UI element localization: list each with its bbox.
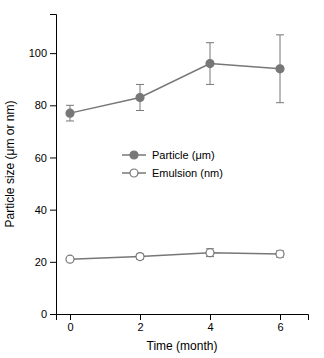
y-tick-mark <box>50 53 56 54</box>
x-tick: 2 <box>137 314 143 333</box>
y-tick: 20 <box>35 256 56 268</box>
x-tick-mark <box>140 314 141 320</box>
series-line <box>70 253 280 260</box>
y-tick: 0 <box>41 308 56 320</box>
plot: 0246020406080100 <box>29 15 309 333</box>
error-bar <box>206 43 214 85</box>
series <box>66 35 284 121</box>
error-bar <box>206 249 214 257</box>
legend-label: Particle (μm) <box>152 149 215 161</box>
error-bar <box>136 84 144 110</box>
y-tick: 40 <box>35 204 56 216</box>
legend-swatch-marker <box>130 169 138 177</box>
x-tick-mark <box>70 314 71 320</box>
point <box>136 253 144 261</box>
marks <box>66 35 284 263</box>
y-tick-label: 80 <box>35 99 47 111</box>
y-tick-label: 60 <box>35 151 47 163</box>
point <box>276 250 284 258</box>
legend-item: Emulsion (nm) <box>122 167 223 179</box>
x-tick-mark <box>280 314 281 320</box>
x-tick: 4 <box>207 314 213 333</box>
error-bar <box>276 35 284 103</box>
y-axis-title: Particle size (μm or nm) <box>3 101 17 228</box>
y-tick-label: 20 <box>35 256 47 268</box>
point <box>276 65 284 73</box>
y-axis: 0 20 40 60 80 100 <box>29 15 57 321</box>
x-tick-label: 2 <box>137 321 143 333</box>
y-tick: 60 <box>35 151 56 163</box>
y-tick-mark <box>50 314 56 315</box>
y-axis-line <box>50 15 57 315</box>
x-tick-label: 6 <box>277 321 283 333</box>
point <box>206 60 214 68</box>
x-axis: 0 2 4 6 <box>57 314 309 333</box>
point <box>136 93 144 101</box>
chart: 0246020406080100Time (month)Particle siz… <box>0 0 324 358</box>
y-tick-mark <box>50 157 56 158</box>
y-tick-label: 40 <box>35 204 47 216</box>
y-tick: 80 <box>35 99 56 111</box>
series <box>66 249 284 264</box>
y-tick: 100 <box>29 47 56 59</box>
x-axis-line <box>57 315 309 321</box>
legend-swatch-marker <box>130 151 138 159</box>
point <box>66 255 74 263</box>
point <box>66 109 74 117</box>
error-bar <box>276 251 284 257</box>
x-tick-label: 4 <box>207 321 213 333</box>
series-line <box>70 64 280 114</box>
x-axis-title: Time (month) <box>147 339 218 353</box>
y-tick-mark <box>50 105 56 106</box>
x-tick: 6 <box>277 314 283 333</box>
legend-label: Emulsion (nm) <box>152 167 223 179</box>
error-bar <box>66 105 74 121</box>
y-tick-label: 0 <box>41 308 47 320</box>
legend: Particle (μm) Emulsion (nm) <box>122 149 223 179</box>
x-tick-mark <box>210 314 211 320</box>
x-tick-label: 0 <box>67 321 73 333</box>
x-tick: 0 <box>67 314 73 333</box>
y-tick-mark <box>50 210 56 211</box>
legend-item: Particle (μm) <box>122 149 215 161</box>
y-tick-mark <box>50 262 56 263</box>
y-tick-label: 100 <box>29 47 47 59</box>
point <box>206 249 214 257</box>
